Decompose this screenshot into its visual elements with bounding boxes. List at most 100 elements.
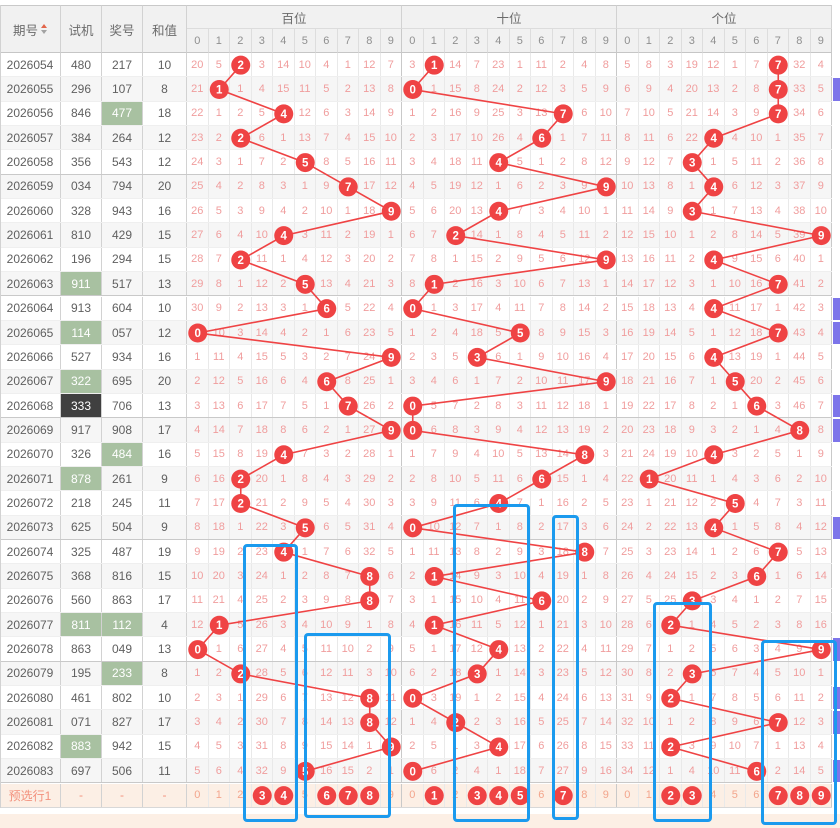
prediction-digit-cell[interactable]: 9: [596, 783, 617, 807]
miss-cell: 16: [746, 272, 768, 296]
miss-cell: 13: [316, 272, 338, 296]
miss-cell: 8: [381, 77, 402, 101]
miss-cell: 1: [703, 272, 725, 296]
prediction-digit-cell[interactable]: [510, 783, 531, 807]
prediction-digit-cell[interactable]: [467, 783, 488, 807]
trial-cell: 811: [61, 613, 102, 637]
miss-cell: 6: [209, 223, 230, 247]
miss-cell: [402, 77, 424, 101]
miss-cell: 4: [252, 77, 273, 101]
miss-cell: 1: [402, 101, 424, 126]
miss-cell: 1: [682, 174, 703, 199]
prediction-digit-cell[interactable]: [424, 783, 445, 807]
trial-cell: 461: [61, 686, 102, 710]
sum-cell: 16: [143, 345, 187, 369]
miss-cell: 3: [510, 393, 531, 418]
miss-cell: 10: [574, 199, 596, 223]
miss-cell: [230, 126, 252, 150]
miss-cell: 3: [639, 540, 660, 564]
period-cell: 2026083: [0, 759, 61, 783]
miss-cell: 3: [252, 53, 273, 77]
miss-cell: 3: [488, 272, 510, 296]
miss-cell: 2: [553, 53, 574, 77]
prediction-digit-cell[interactable]: 0: [402, 783, 424, 807]
miss-cell: 19: [252, 442, 273, 466]
prediction-digit-cell[interactable]: [811, 783, 832, 807]
digit-header-1: 1: [423, 29, 445, 53]
col-header-period[interactable]: 期号: [0, 5, 61, 53]
miss-cell: 4: [381, 296, 402, 320]
miss-cell: 6: [338, 540, 359, 564]
miss-cell: [703, 126, 725, 150]
miss-cell: 2: [553, 150, 574, 174]
miss-cell: 45: [789, 369, 811, 393]
prediction-digit-cell[interactable]: [553, 783, 574, 807]
miss-cell: 11: [424, 540, 445, 564]
sum-cell: 11: [143, 491, 187, 515]
miss-cell: 6: [789, 564, 811, 588]
sum-cell: 10: [143, 686, 187, 710]
miss-cell: [381, 345, 402, 369]
miss-cell: 6: [617, 77, 639, 101]
prediction-digit-cell[interactable]: 5: [725, 783, 746, 807]
prediction-digit-cell[interactable]: [488, 783, 510, 807]
prediction-digit-cell[interactable]: [682, 783, 703, 807]
period-cell: 2026073: [0, 515, 61, 539]
trial-cell: 913: [61, 296, 102, 320]
miss-cell: 13: [553, 418, 574, 442]
prediction-digit-cell[interactable]: 0: [617, 783, 639, 807]
sum-cell: 20: [143, 174, 187, 199]
prediction-digit-cell[interactable]: 2: [230, 783, 252, 807]
miss-cell: 1: [768, 564, 789, 588]
miss-cell: 24: [639, 442, 660, 466]
miss-cell: 9: [639, 77, 660, 101]
miss-cell: [402, 418, 424, 442]
prediction-digit-cell[interactable]: [316, 783, 338, 807]
prediction-digit-cell[interactable]: 6: [746, 783, 768, 807]
miss-cell: 6: [574, 101, 596, 126]
miss-cell: 3: [531, 199, 553, 223]
miss-cell: [789, 418, 811, 442]
prediction-digit-cell[interactable]: [338, 783, 359, 807]
miss-cell: [187, 320, 209, 345]
miss-cell: 9: [424, 491, 445, 515]
miss-cell: [381, 734, 402, 759]
prediction-digit-cell[interactable]: [789, 783, 811, 807]
miss-cell: 6: [402, 661, 424, 686]
prediction-digit-cell[interactable]: [660, 783, 682, 807]
prediction-digit-cell[interactable]: 6: [531, 783, 553, 807]
prediction-highlight-rect: [761, 640, 837, 825]
digit-header-2: 2: [230, 29, 252, 53]
miss-cell: 7: [811, 393, 832, 418]
prediction-digit-cell[interactable]: [359, 783, 381, 807]
prediction-digit-cell[interactable]: 4: [703, 783, 725, 807]
prize-cell: 484: [102, 442, 143, 466]
miss-cell: 29: [359, 466, 381, 491]
miss-cell: 5: [402, 199, 424, 223]
prediction-digit-cell[interactable]: 8: [574, 783, 596, 807]
prediction-digit-cell[interactable]: [252, 783, 273, 807]
miss-cell: 1: [381, 369, 402, 393]
sort-icon[interactable]: [41, 24, 47, 34]
miss-cell: 4: [811, 320, 832, 345]
miss-cell: 5: [338, 150, 359, 174]
miss-cell: 2: [596, 223, 617, 247]
miss-cell: 19: [746, 345, 768, 369]
prize-cell: 816: [102, 564, 143, 588]
miss-cell: 23: [359, 320, 381, 345]
miss-cell: 8: [295, 466, 316, 491]
prediction-digit-cell[interactable]: [273, 783, 295, 807]
miss-cell: 13: [725, 345, 746, 369]
period-cell: 2026061: [0, 223, 61, 247]
miss-cell: 13: [574, 272, 596, 296]
col-header-period-label: 期号: [12, 23, 38, 38]
prediction-digit-cell[interactable]: [768, 783, 789, 807]
prediction-digit-cell[interactable]: 1: [209, 783, 230, 807]
prediction-digit-cell[interactable]: 0: [187, 783, 209, 807]
miss-cell: 10: [617, 174, 639, 199]
miss-cell: 2: [230, 296, 252, 320]
miss-cell: 2: [703, 393, 725, 418]
miss-cell: 8: [553, 296, 574, 320]
miss-cell: 2: [703, 564, 725, 588]
prediction-digit-cell[interactable]: 1: [639, 783, 660, 807]
